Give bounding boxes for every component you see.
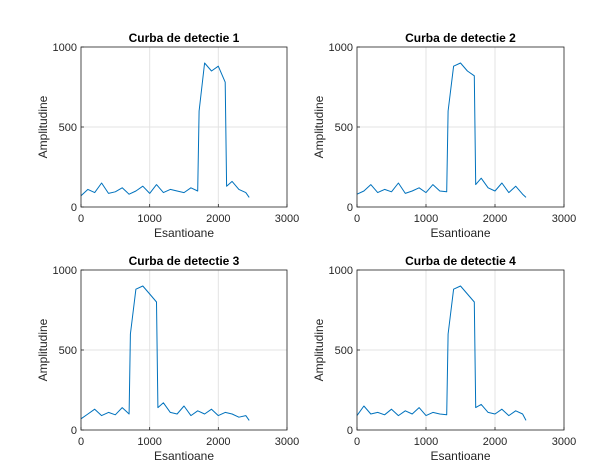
- x-tick-label: 0: [78, 213, 84, 225]
- x-tick-label: 3000: [552, 436, 576, 448]
- x-axis-label: Esantioane: [154, 449, 214, 463]
- x-tick-label: 3000: [552, 213, 576, 225]
- series-line-1: [356, 62, 527, 198]
- chart-title: Curba de detectie 2: [405, 31, 516, 45]
- y-axis-label: Amplitudine: [36, 318, 50, 381]
- x-tick-label: 3000: [275, 213, 299, 225]
- series-line-1: [80, 285, 250, 421]
- y-tick-label: 500: [59, 345, 77, 357]
- x-tick-label: 2000: [483, 213, 507, 225]
- chart-title: Curba de detectie 1: [129, 31, 240, 45]
- x-tick-label: 1000: [137, 436, 161, 448]
- y-tick-label: 1000: [329, 265, 353, 277]
- chart-title: Curba de detectie 3: [129, 254, 240, 268]
- x-tick-label: 1000: [414, 213, 438, 225]
- x-axis-label: Esantioane: [430, 226, 490, 240]
- chart-title: Curba de detectie 4: [405, 254, 516, 268]
- y-tick-label: 500: [59, 122, 77, 134]
- y-axis-label: Amplitudine: [312, 95, 326, 158]
- subplot-3: 0 1000 2000 3000 0 500 1000 Curba de detectie 3…: [36, 254, 299, 463]
- x-tick-label: 1000: [137, 213, 161, 225]
- x-axis-label: Esantioane: [154, 226, 214, 240]
- y-tick-label: 0: [71, 202, 77, 214]
- x-tick-label: 3000: [275, 436, 299, 448]
- subplot-2: 0 1000 2000 3000 0 500 1000 Curba de detectie 2…: [312, 31, 576, 240]
- subplot-4: 0 1000 2000 3000 0 500 1000 Curba de detectie 4…: [312, 254, 576, 463]
- x-tick-label: 2000: [206, 436, 230, 448]
- x-tick-label: 0: [354, 436, 360, 448]
- y-tick-label: 1000: [53, 42, 77, 54]
- x-tick-label: 0: [78, 436, 84, 448]
- y-tick-label: 0: [347, 425, 353, 437]
- y-tick-label: 0: [347, 202, 353, 214]
- x-tick-label: 2000: [206, 213, 230, 225]
- x-tick-label: 1000: [414, 436, 438, 448]
- x-tick-label: 2000: [483, 436, 507, 448]
- x-tick-label: 0: [354, 213, 360, 225]
- y-tick-label: 500: [335, 122, 353, 134]
- series-line-1: [80, 62, 250, 198]
- y-tick-label: 1000: [329, 42, 353, 54]
- y-tick-label: 500: [335, 345, 353, 357]
- series-line-1: [356, 285, 527, 421]
- y-tick-label: 0: [71, 425, 77, 437]
- y-axis-label: Amplitudine: [36, 95, 50, 158]
- x-axis-label: Esantioane: [430, 449, 490, 463]
- y-tick-label: 1000: [53, 265, 77, 277]
- subplot-1: 0 1000 2000 3000 0 500 1000 Curba de detectie 1…: [36, 31, 299, 240]
- y-axis-label: Amplitudine: [312, 318, 326, 381]
